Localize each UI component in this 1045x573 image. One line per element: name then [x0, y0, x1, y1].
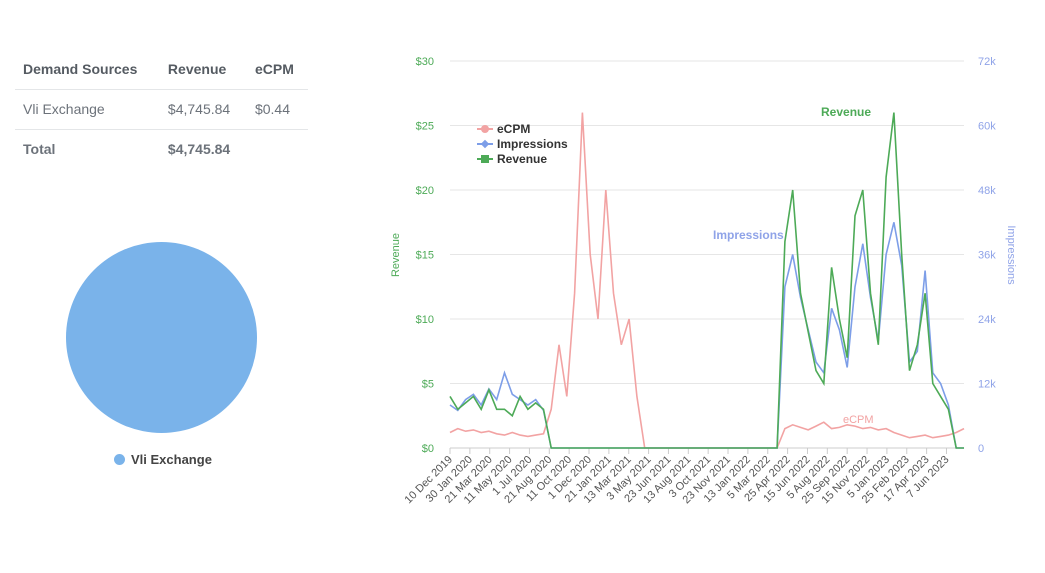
y-left-tick-label: $30	[416, 56, 434, 68]
y-left-tick-label: $20	[416, 185, 434, 197]
header-demand-sources[interactable]: Demand Sources	[15, 50, 160, 90]
header-revenue[interactable]: Revenue	[159, 50, 247, 90]
legend-circle-icon	[481, 125, 489, 133]
pie-legend-label: Vli Exchange	[131, 452, 212, 467]
y-left-tick-label: $5	[422, 379, 434, 391]
total-row: Total $4,745.84	[15, 130, 308, 170]
annotation-impressions: Impressions	[713, 228, 784, 242]
source-revenue: $4,745.84	[159, 89, 247, 130]
y-right-axis-title: Impressions	[1005, 225, 1017, 285]
legend-item-revenue[interactable]: Revenue	[497, 152, 547, 166]
legend-item-ecpm[interactable]: eCPM	[497, 122, 530, 136]
y-right-tick-label: 36k	[978, 250, 996, 262]
y-left-tick-label: $0	[422, 443, 434, 455]
total-revenue: $4,745.84	[167, 141, 231, 157]
y-right-tick-label: 12k	[978, 379, 996, 391]
legend-dot-icon	[114, 454, 125, 465]
pie-legend-item[interactable]: Vli Exchange	[114, 452, 212, 467]
demand-sources-table: Demand Sources Revenue eCPM Vli Exchange…	[15, 50, 308, 169]
legend-diamond-icon	[480, 139, 490, 149]
legend-square-icon	[481, 155, 489, 163]
header-ecpm[interactable]: eCPM	[246, 50, 308, 90]
legend-item-impressions[interactable]: Impressions	[497, 137, 568, 151]
y-left-axis-title: Revenue	[390, 233, 402, 277]
y-right-tick-label: 48k	[978, 185, 996, 197]
source-name: Vli Exchange	[15, 89, 160, 130]
total-label: Total	[23, 141, 56, 157]
table-row: Vli Exchange $4,745.84 $0.44	[15, 89, 308, 130]
source-ecpm: $0.44	[246, 89, 308, 130]
y-right-tick-label: 24k	[978, 314, 996, 326]
y-left-tick-label: $25	[416, 121, 434, 133]
y-right-tick-label: 60k	[978, 121, 996, 133]
annotation-ecpm: eCPM	[843, 414, 874, 426]
pie-slice-vli-exchange[interactable]	[66, 242, 257, 433]
annotation-revenue: Revenue	[821, 105, 871, 119]
y-left-tick-label: $10	[416, 314, 434, 326]
series-line-impressions	[449, 222, 964, 449]
y-right-tick-label: 0	[978, 443, 984, 455]
y-right-tick-label: 72k	[978, 56, 996, 68]
y-left-tick-label: $15	[416, 250, 434, 262]
